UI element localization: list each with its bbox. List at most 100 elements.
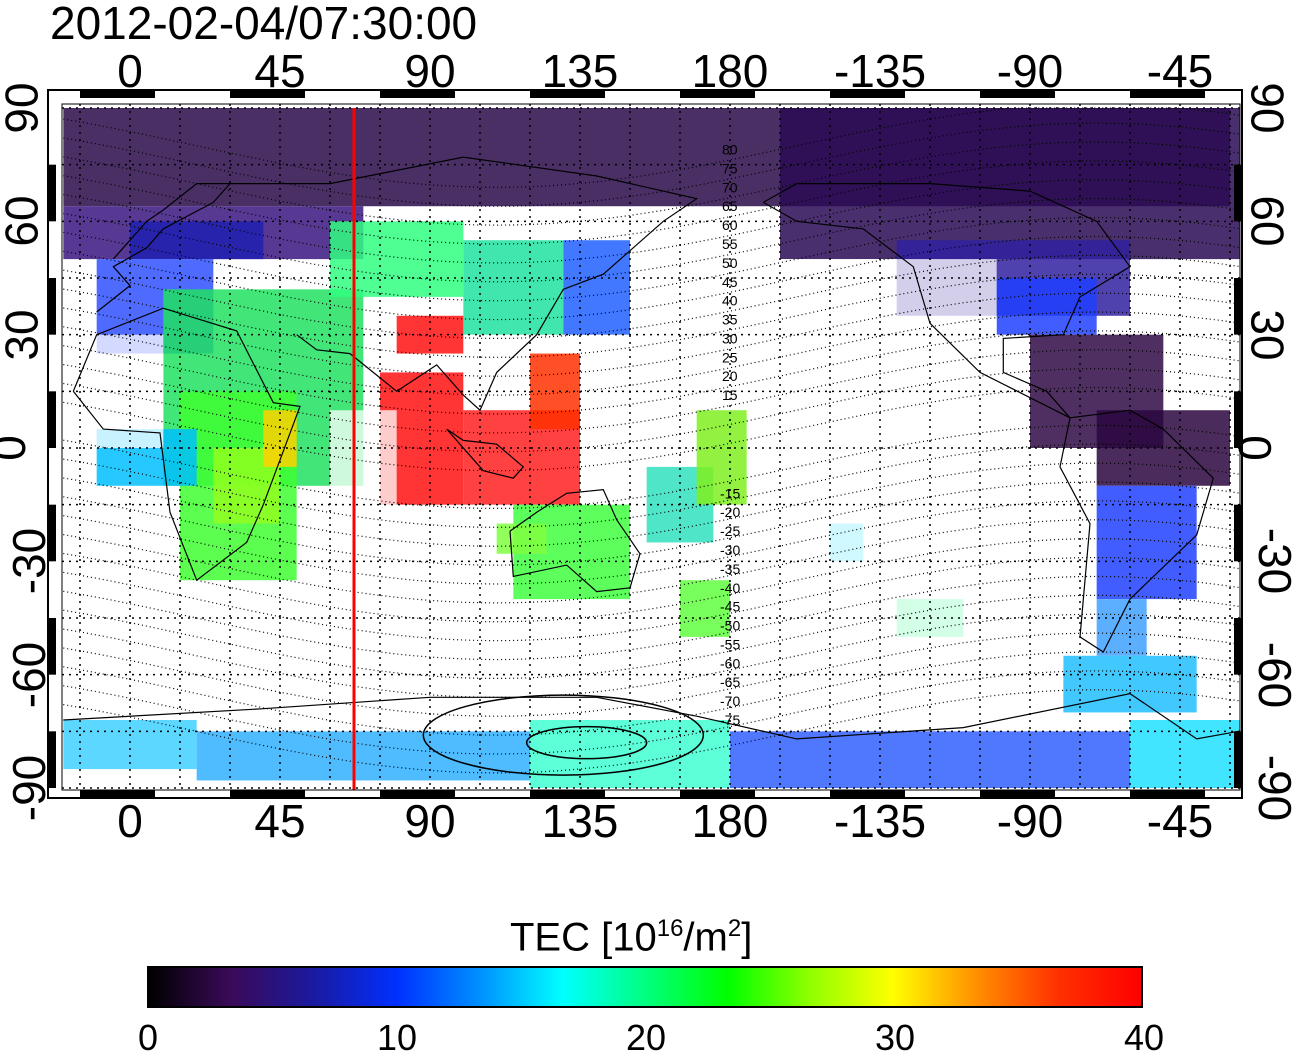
mlat-label: 15 <box>722 387 738 403</box>
mlat-oval <box>422 694 705 776</box>
coastline <box>96 183 232 313</box>
mlat-label: 35 <box>722 312 738 328</box>
mlat-label: -35 <box>720 561 740 577</box>
tec-map: 80 75 70 65 60 55 50 45 40 35 30 25 20 15 -15 -20 -25 -30… <box>47 89 1243 799</box>
tec-patch <box>196 731 530 781</box>
bottom-lon-labels-label: -45 <box>1146 795 1214 847</box>
coastline <box>446 428 525 479</box>
right-lat-labels-label: 90 <box>1241 82 1292 134</box>
tec-patch <box>1096 599 1147 656</box>
frame-bar <box>980 90 1055 98</box>
frame-bar <box>1234 164 1242 222</box>
frame-bar <box>530 790 605 798</box>
no-data-region <box>63 334 164 448</box>
tec-patch <box>330 221 464 297</box>
frame-bar <box>1234 278 1242 335</box>
frame-bar <box>680 90 755 98</box>
no-data-region <box>763 259 997 448</box>
frame-bar <box>830 790 905 798</box>
bottom-lon-labels-label: 180 <box>691 795 769 847</box>
top-lon-labels-label: -45 <box>1146 45 1214 97</box>
mlat-label: 30 <box>722 330 738 346</box>
mlat-label: -75 <box>720 712 740 728</box>
colorbar-tick-label: 10 <box>376 1017 418 1058</box>
coastlines <box>63 156 1240 740</box>
frame-bar <box>48 504 56 562</box>
colorbar-title: TEC [1016/m2] <box>510 915 753 960</box>
colorbar-tick-label: 30 <box>874 1017 916 1058</box>
frame-bar <box>230 90 305 98</box>
mlat-label: 25 <box>722 349 738 365</box>
left-lat-labels-label: 30 <box>0 309 48 361</box>
coastline <box>763 183 1131 419</box>
no-data-region <box>63 599 197 694</box>
tec-patch <box>680 580 730 637</box>
mlat-label: 75 <box>722 160 738 176</box>
frame-bar <box>1234 504 1242 562</box>
mlat-label: -60 <box>720 655 740 671</box>
mlat-label: 60 <box>722 217 738 233</box>
frame-bar <box>1234 618 1242 675</box>
frame-bar <box>80 790 155 798</box>
bottom-lon-labels-label: -135 <box>833 795 927 847</box>
mlat-label: 45 <box>722 274 738 290</box>
graticule <box>62 104 1240 790</box>
mlat-label: -45 <box>720 599 740 615</box>
coastline <box>63 692 1240 740</box>
frame-bar <box>1234 731 1242 788</box>
mlat-label: 70 <box>722 179 738 195</box>
left-lat-labels-label: 0 <box>0 435 35 461</box>
frame-bar <box>830 90 905 98</box>
tec-patch <box>563 240 630 335</box>
tec-patch <box>463 240 564 335</box>
tec-patch <box>996 278 1097 335</box>
mlat-label: 20 <box>722 368 738 384</box>
frame-bar <box>1130 790 1205 798</box>
frame-bar <box>48 391 56 448</box>
tec-patch <box>1130 720 1240 788</box>
frame-bar <box>48 731 56 788</box>
bottom-lon-labels-label: 0 <box>117 795 143 847</box>
no-data-region <box>763 448 1064 675</box>
top-lon-labels-label: 90 <box>404 45 456 97</box>
frame-bar <box>1130 90 1205 98</box>
tec-data-patches <box>63 108 1240 788</box>
top-lon-labels-label: 135 <box>541 45 619 97</box>
mlat-label: -55 <box>720 636 740 652</box>
frame-bar <box>48 164 56 222</box>
frame-bar <box>980 790 1055 798</box>
coastline <box>509 488 641 593</box>
colorbar-tick-label: 0 <box>137 1017 159 1058</box>
frame-bar <box>680 790 755 798</box>
tec-patch <box>696 410 747 505</box>
bottom-lon-labels-label: 45 <box>254 795 306 847</box>
bottom-lon-labels-label: 135 <box>541 795 619 847</box>
left-lat-labels-label: -30 <box>3 528 56 595</box>
left-lat-labels-label: -60 <box>3 641 56 708</box>
frame-bar <box>380 90 455 98</box>
left-lat-labels-label: 60 <box>0 195 48 247</box>
top-lon-labels-label: 180 <box>691 45 769 97</box>
right-lat-labels-label: -90 <box>1249 754 1292 822</box>
mlat-label: -40 <box>720 580 740 596</box>
top-lon-labels-label: 45 <box>254 45 306 97</box>
mlat-oval <box>525 725 648 760</box>
frame-bar <box>380 790 455 798</box>
left-lat-labels-label: -90 <box>3 754 56 822</box>
frame-bar <box>80 90 155 98</box>
magnetic-latitude-contours <box>63 107 1240 776</box>
tec-patch <box>730 731 1130 788</box>
colorbar-tick-label: 40 <box>1123 1017 1165 1058</box>
frame-ticks <box>48 90 1242 798</box>
mlat-label: 40 <box>722 293 738 309</box>
mlat-label: -65 <box>720 674 740 690</box>
right-lat-labels-label: -30 <box>1249 528 1292 595</box>
mlat-label: -70 <box>720 693 740 709</box>
mlat-label: -20 <box>720 504 740 520</box>
frame-bar <box>48 278 56 335</box>
mlat-label: -30 <box>720 542 740 558</box>
left-lat-labels-label: 90 <box>0 82 48 134</box>
map-timestamp-title: 2012-02-04/07:30:00 <box>50 0 478 49</box>
coastline <box>72 307 301 582</box>
mlat-label: -15 <box>720 485 740 501</box>
